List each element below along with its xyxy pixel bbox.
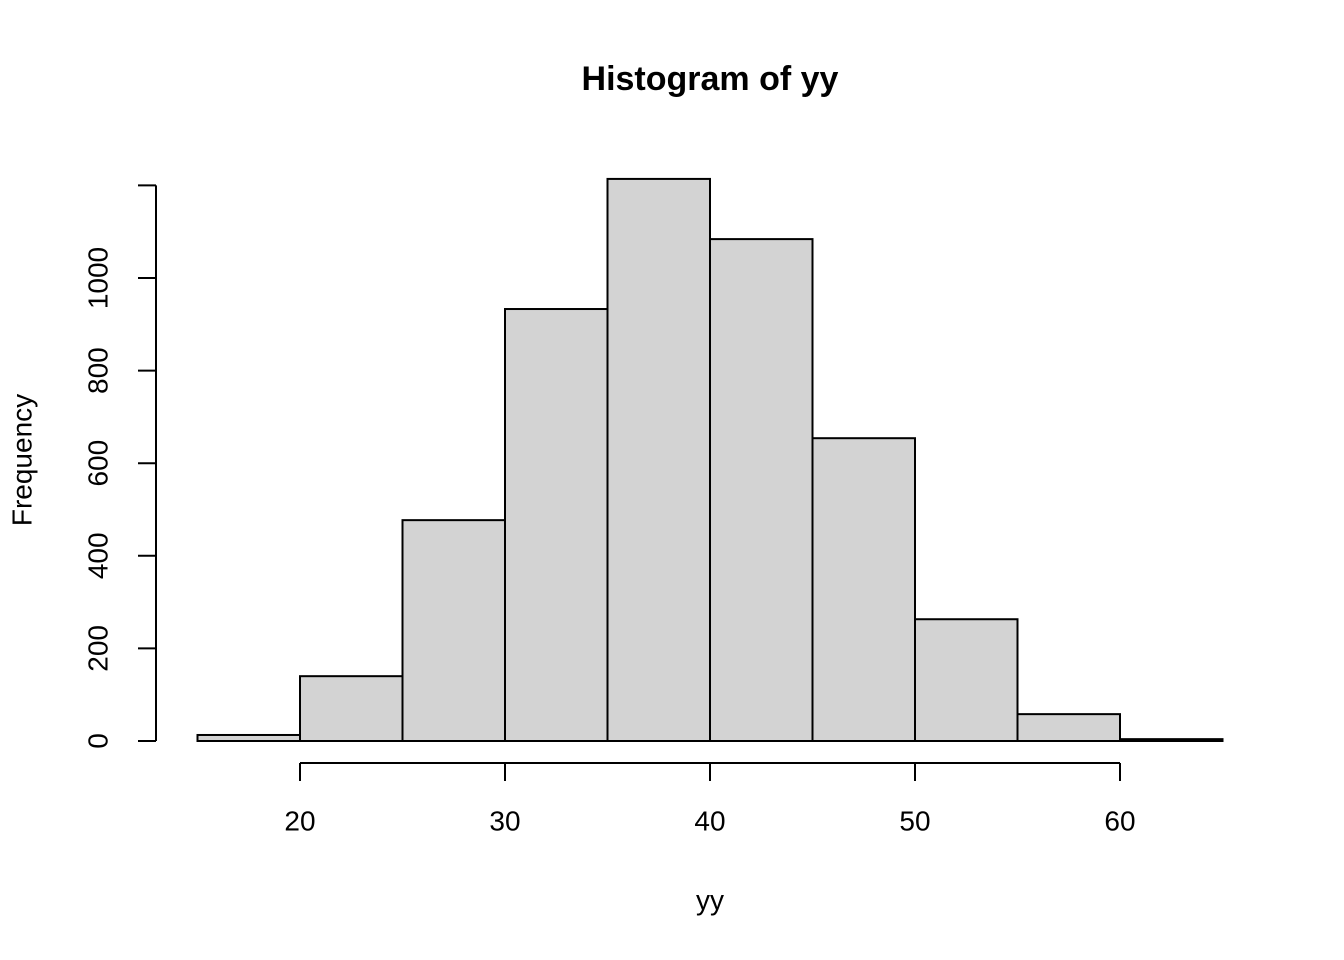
y-tick-label: 200	[82, 625, 113, 672]
bar	[709, 238, 814, 742]
y-tick-label: 0	[82, 733, 113, 749]
y-tick-label: 600	[82, 440, 113, 487]
bar	[811, 437, 916, 742]
y-tick-label: 800	[82, 347, 113, 394]
bar	[196, 733, 301, 743]
x-axis-label: yy	[696, 884, 724, 915]
x-tick-label: 30	[489, 805, 520, 836]
bar	[299, 675, 404, 742]
bar	[914, 618, 1019, 743]
x-tick-label: 40	[694, 805, 725, 836]
bar	[606, 177, 711, 742]
x-tick-label: 60	[1104, 805, 1135, 836]
y-axis-label: Frequency	[6, 394, 37, 526]
bar	[504, 308, 609, 742]
chart-title: Histogram of yy	[582, 60, 839, 98]
y-tick-label: 400	[82, 532, 113, 579]
bar	[1016, 713, 1121, 742]
bar	[1119, 738, 1224, 743]
x-tick-label: 50	[899, 805, 930, 836]
bar	[401, 519, 506, 742]
x-tick-label: 20	[284, 805, 315, 836]
y-tick-label: 1000	[82, 247, 113, 309]
